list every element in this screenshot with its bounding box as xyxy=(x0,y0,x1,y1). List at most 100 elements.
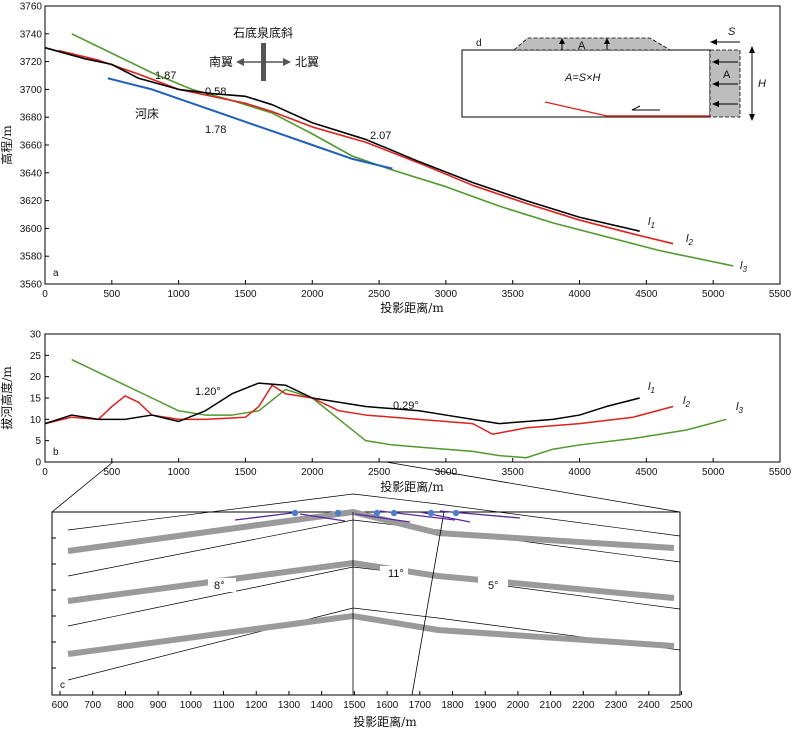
label-gap xyxy=(208,578,236,592)
panel-c-structure xyxy=(67,493,681,696)
dip-angle-8: 8° xyxy=(214,580,225,592)
panel-a-ticks: 0 500 1000 1500 2000 2500 3000 3500 4000 4500 5000… xyxy=(20,2,792,301)
line-label-l1: l1 xyxy=(648,216,655,230)
inset-h-label: H xyxy=(758,78,766,90)
b-line-label-l2: l2 xyxy=(683,395,690,409)
line-label-l3: l3 xyxy=(740,260,747,274)
compass-right-arrow-icon xyxy=(283,58,291,66)
b-ytick-label: 30 xyxy=(30,330,42,341)
b-xtick-label: 500 xyxy=(103,467,120,478)
panel-b: 0500100015002000250030003500400045005000… xyxy=(0,330,792,513)
fault-line xyxy=(411,511,445,696)
annotation-1-20deg: 1.20° xyxy=(195,386,221,398)
b-xtick-label: 5000 xyxy=(702,467,725,478)
a-ytick-label: 3700 xyxy=(20,85,43,96)
b-xtick-label: 1500 xyxy=(234,467,257,478)
b-ytick-label: 5 xyxy=(35,436,41,447)
a-xtick-label: 3500 xyxy=(502,289,525,300)
panel-c-xlabel: 投影距离/m xyxy=(353,714,417,729)
inset-up-arrow-1-icon xyxy=(559,38,565,44)
annotation-0-29deg: 0.29° xyxy=(393,400,419,412)
c-xtick-label: 1100 xyxy=(213,700,235,711)
inset-h-up-icon xyxy=(749,46,755,53)
c-xtick-label: 1200 xyxy=(245,700,268,711)
compass-south-label: 南翼 xyxy=(209,54,233,69)
dip-angle-11: 11° xyxy=(388,568,404,580)
label-gap xyxy=(478,577,508,591)
a-xtick-label: 4000 xyxy=(568,289,591,300)
panel-b-series xyxy=(44,358,727,459)
compass-north-label: 北翼 xyxy=(295,55,319,69)
inset-side-arrow-2-icon xyxy=(712,81,719,87)
b-ytick-label: 20 xyxy=(30,372,42,383)
a-ytick-label: 3640 xyxy=(20,168,43,179)
b-line-label-l1: l1 xyxy=(648,381,655,395)
a-ytick-label: 3660 xyxy=(20,141,43,152)
c-xtick-label: 2300 xyxy=(605,700,628,711)
annotation-1-87: 1.87 xyxy=(155,70,176,82)
a-ytick-label: 3680 xyxy=(20,113,43,124)
bedding-line xyxy=(67,493,681,537)
b-series-l3 xyxy=(71,358,727,459)
b-xtick-label: 2000 xyxy=(301,467,324,478)
c-xtick-label: 2100 xyxy=(540,700,563,711)
annotation-1-78: 1.78 xyxy=(205,124,226,136)
a-xtick-label: 0 xyxy=(42,289,48,300)
c-xtick-label: 1700 xyxy=(409,700,432,711)
b-xtick-label: 2500 xyxy=(368,467,391,478)
inset-block xyxy=(461,49,711,118)
a-xtick-label: 4500 xyxy=(635,289,658,300)
label-gap xyxy=(380,566,408,580)
inset-fault-ramp xyxy=(544,101,608,117)
panel-b-ylabel: 拔河高度/m xyxy=(0,366,14,430)
inset-formula: A=S×H xyxy=(564,72,601,84)
b-ytick-label: 25 xyxy=(30,351,42,362)
inset-h-down-icon xyxy=(749,114,755,121)
b-ytick-label: 0 xyxy=(35,458,41,469)
compass-title: 石底泉底斜 xyxy=(233,25,293,40)
inset-side-arrow-1-icon xyxy=(712,59,719,65)
inset-a-top: A xyxy=(578,40,586,52)
c-xtick-label: 1000 xyxy=(180,700,203,711)
a-xtick-label: 2000 xyxy=(301,289,324,300)
thick-bed xyxy=(67,612,675,657)
b-ytick-label: 10 xyxy=(30,415,42,426)
c-xtick-label: 2200 xyxy=(572,700,595,711)
dip-angle-5: 5° xyxy=(488,580,499,592)
b-ytick-label: 15 xyxy=(30,394,42,405)
inset-d: A A=S×H d S A H xyxy=(461,26,766,121)
a-ytick-label: 3620 xyxy=(20,196,43,207)
c-xtick-label: 1500 xyxy=(343,700,366,711)
annotation-2-07: 2.07 xyxy=(370,130,391,142)
a-xtick-label: 1000 xyxy=(168,289,191,300)
series-l1 xyxy=(44,46,640,232)
c-xtick-label: 1400 xyxy=(311,700,334,711)
sample-point xyxy=(291,509,299,517)
zoom-connector-right xyxy=(385,461,681,513)
c-xtick-label: 1900 xyxy=(474,700,497,711)
inset-up-arrow-2-icon xyxy=(604,38,610,44)
c-xtick-label: 1300 xyxy=(278,700,301,711)
a-xtick-label: 5000 xyxy=(702,289,725,300)
inset-a-side: A xyxy=(723,69,731,81)
a-xtick-label: 2500 xyxy=(368,289,391,300)
dip-symbol xyxy=(234,511,301,521)
c-xtick-label: 600 xyxy=(52,700,69,711)
b-xtick-label: 5500 xyxy=(769,467,792,478)
c-xtick-label: 1800 xyxy=(441,700,464,711)
c-xtick-label: 2500 xyxy=(670,700,693,711)
bedding-line xyxy=(67,607,681,681)
c-xtick-label: 800 xyxy=(117,700,134,711)
a-ytick-label: 3600 xyxy=(20,224,43,235)
a-ytick-label: 3740 xyxy=(20,29,43,40)
panel-b-letter: b xyxy=(53,447,59,458)
panel-a-xlabel: 投影距离/m xyxy=(380,300,444,315)
river-label: 河床 xyxy=(135,107,159,121)
sample-point xyxy=(390,509,398,517)
line-label-l2: l2 xyxy=(686,233,693,247)
annotation-0-58: 0.58 xyxy=(205,86,226,98)
panel-a-letter: a xyxy=(53,268,59,279)
inset-side-arrow-3-icon xyxy=(712,101,719,107)
inset-s-label: S xyxy=(728,26,736,38)
